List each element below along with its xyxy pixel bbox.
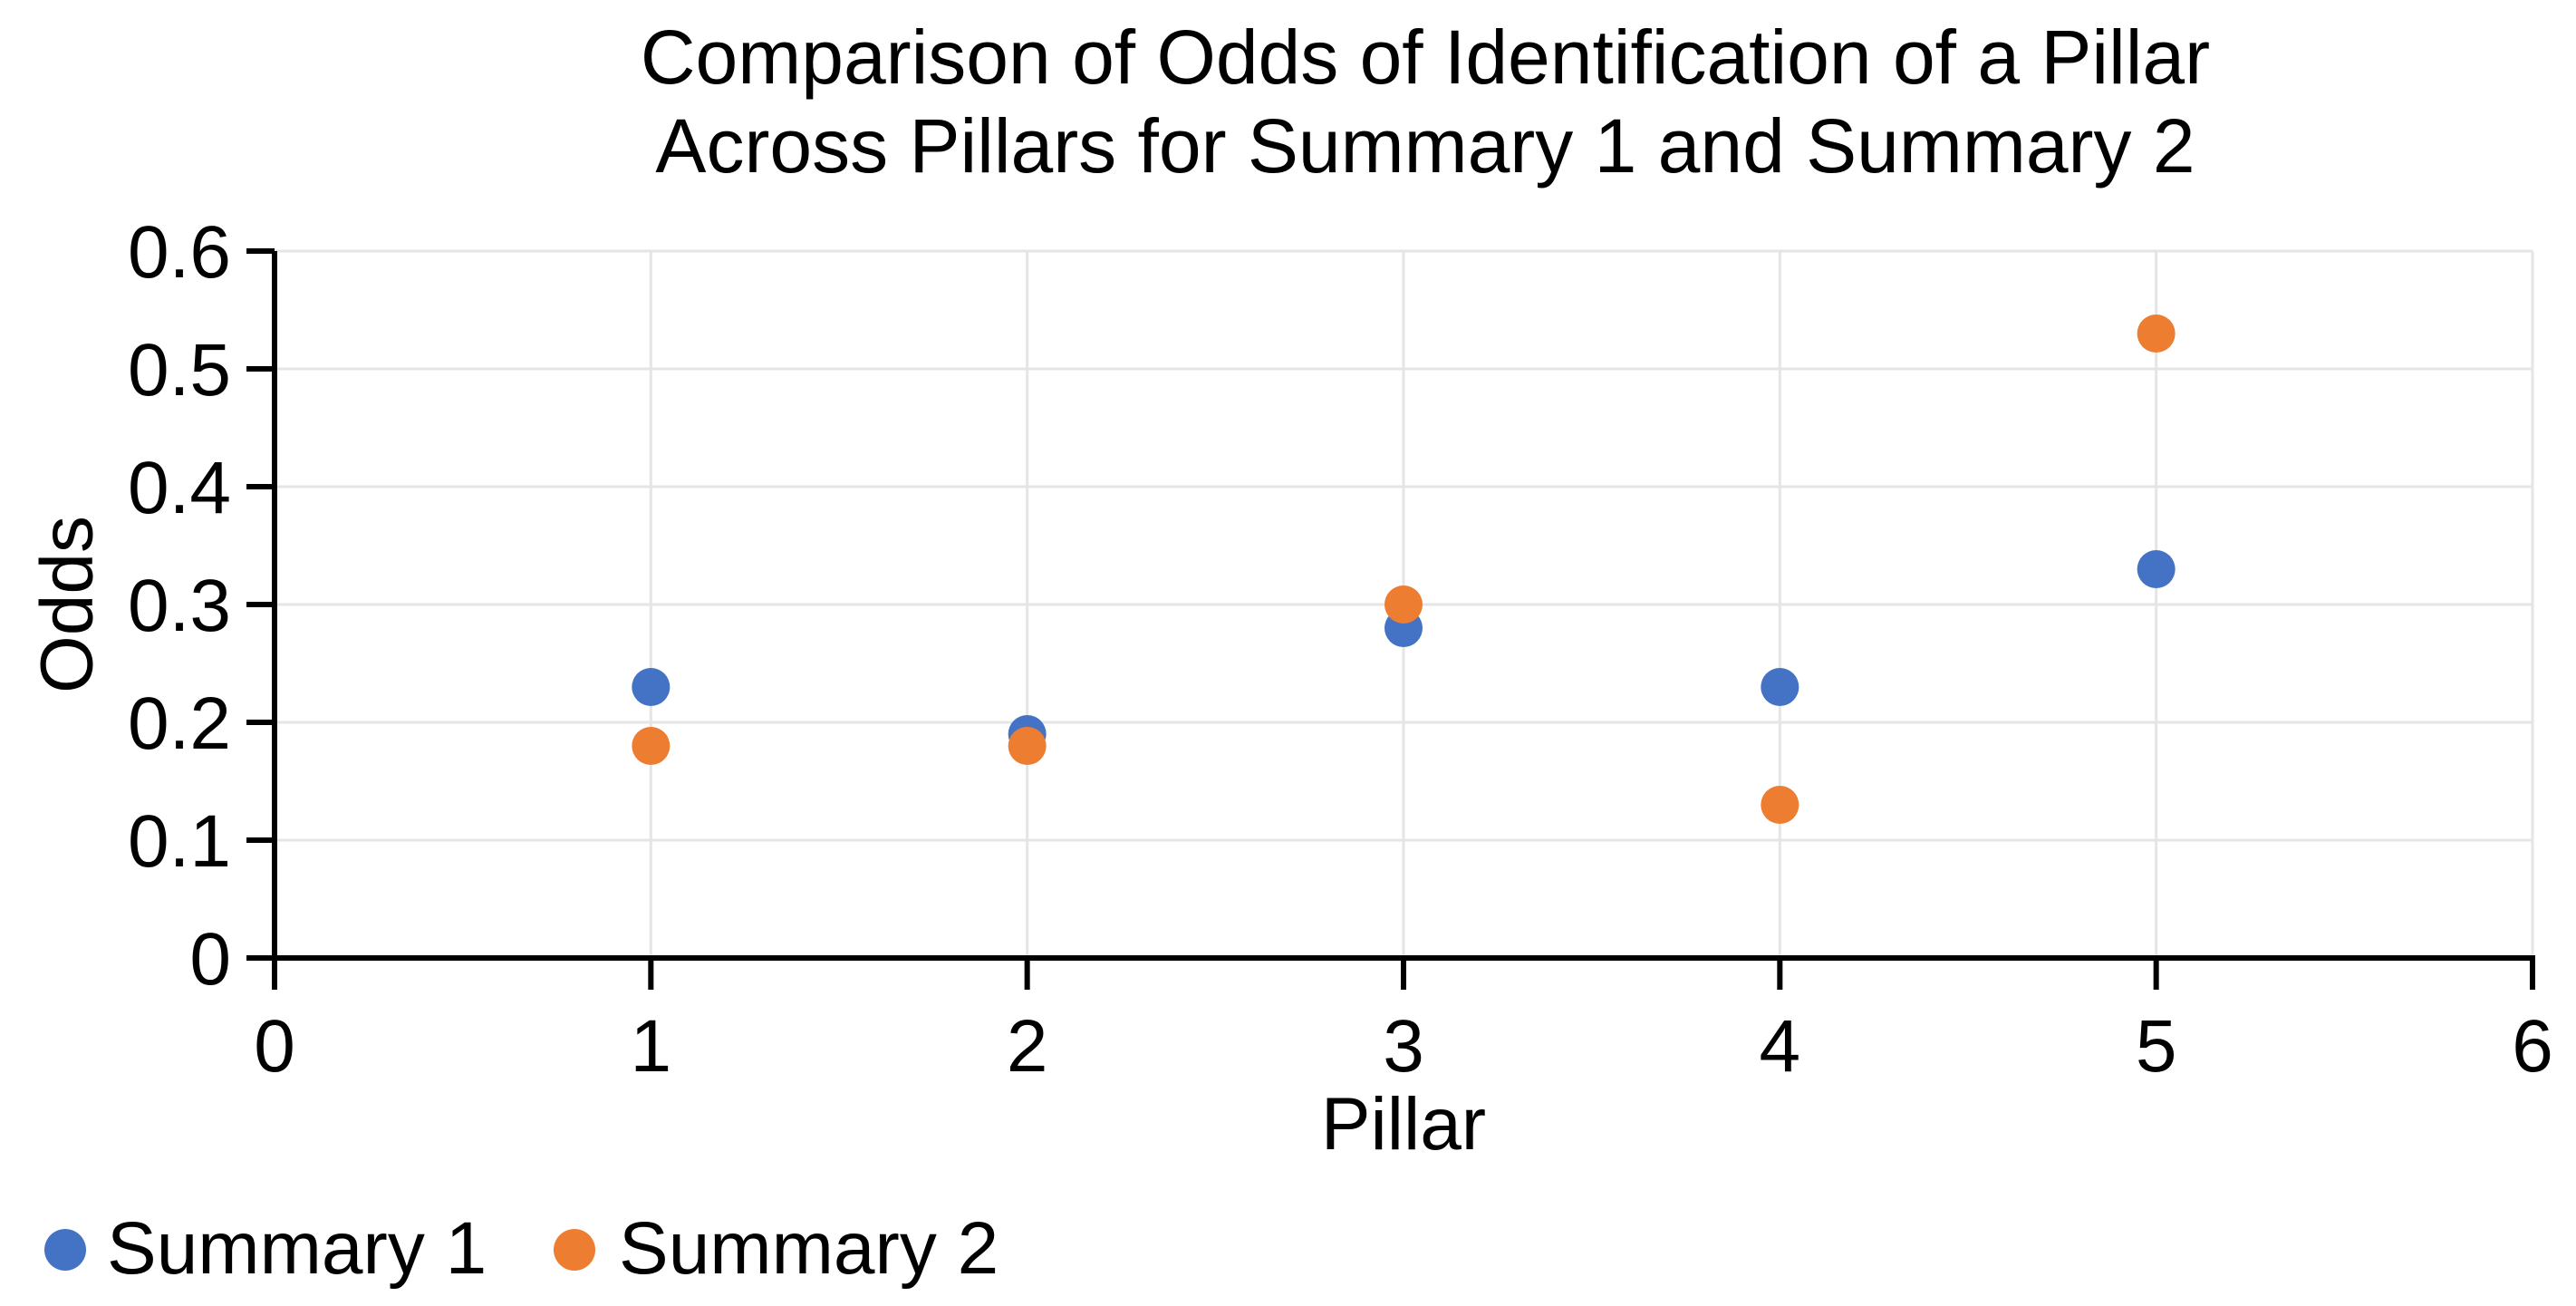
data-point-summary-2 <box>632 727 671 765</box>
legend-label-2: Summary 2 <box>619 1207 999 1290</box>
x-tick-label: 5 <box>2136 1005 2177 1088</box>
data-point-summary-1 <box>1761 668 1799 706</box>
data-points <box>632 314 2176 824</box>
legend-swatch-1 <box>44 1229 86 1271</box>
y-tick-label: 0.1 <box>128 800 231 883</box>
x-tick-label: 0 <box>254 1005 295 1088</box>
x-tick-label: 2 <box>1007 1005 1048 1088</box>
tick-marks <box>246 248 2535 990</box>
data-point-summary-2 <box>1384 585 1423 624</box>
y-tick-label: 0.3 <box>128 565 231 647</box>
chart-title-line-2: Across Pillars for Summary 1 and Summary… <box>655 103 2195 189</box>
y-tick-label: 0 <box>189 918 231 1001</box>
y-axis-title: Odds <box>26 516 109 693</box>
data-point-summary-1 <box>2137 550 2176 588</box>
tick-labels: 0 0.1 0.2 0.3 0.4 0.5 0.6 0 1 2 3 4 5 6 <box>128 211 2553 1088</box>
y-tick-label: 0.2 <box>128 682 231 765</box>
legend-label-1: Summary 1 <box>107 1207 487 1290</box>
data-point-summary-2 <box>2137 314 2176 353</box>
y-tick-label: 0.4 <box>128 447 231 529</box>
x-tick-label: 6 <box>2512 1005 2553 1088</box>
data-point-summary-1 <box>632 668 671 706</box>
x-axis-title: Pillar <box>1321 1083 1486 1166</box>
y-tick-label: 0.5 <box>128 329 231 411</box>
chart-title-line-1: Comparison of Odds of Identification of … <box>641 15 2210 100</box>
data-point-summary-2 <box>1761 786 1799 824</box>
legend: Summary 1 Summary 2 <box>44 1207 999 1290</box>
y-tick-label: 0.6 <box>128 211 231 294</box>
gridlines <box>275 249 2534 958</box>
legend-swatch-2 <box>554 1229 595 1271</box>
x-tick-label: 4 <box>1760 1005 1801 1088</box>
data-point-summary-2 <box>1008 727 1047 765</box>
x-tick-label: 1 <box>631 1005 672 1088</box>
x-tick-label: 3 <box>1383 1005 1424 1088</box>
